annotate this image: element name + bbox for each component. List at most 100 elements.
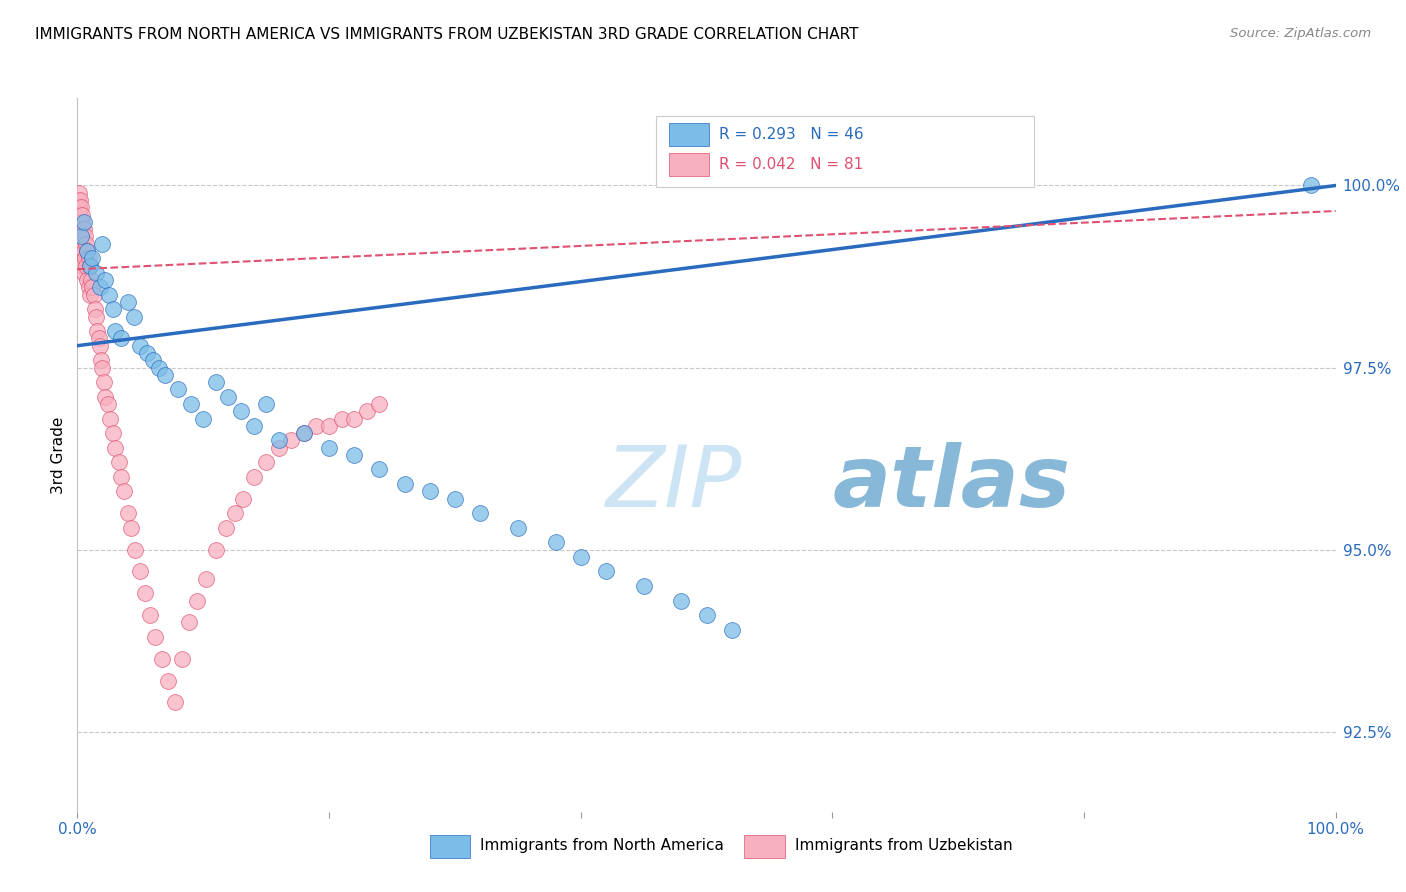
Point — [77, 252, 100, 266]
Point — [72, 266, 94, 280]
Point — [72, 208, 94, 222]
Point — [69, 193, 91, 207]
Point — [368, 397, 391, 411]
Point — [80, 273, 103, 287]
Point — [444, 491, 467, 506]
Point — [67, 208, 90, 222]
Point — [70, 252, 93, 266]
Point — [70, 236, 93, 251]
Point — [267, 441, 290, 455]
Point — [595, 565, 617, 579]
Point — [66, 193, 89, 207]
Text: Immigrants from North America: Immigrants from North America — [479, 838, 724, 854]
Point — [229, 404, 252, 418]
Point — [194, 572, 217, 586]
Point — [89, 280, 111, 294]
Point — [67, 200, 90, 214]
Point — [84, 302, 107, 317]
Point — [76, 244, 98, 258]
Point — [77, 280, 100, 294]
Point — [179, 615, 201, 630]
Point — [155, 368, 177, 382]
Point — [569, 549, 592, 564]
Point — [124, 542, 146, 557]
Point — [419, 484, 441, 499]
Point — [142, 353, 165, 368]
Point — [170, 652, 193, 666]
Point — [292, 426, 315, 441]
Point — [217, 390, 239, 404]
Bar — [430, 835, 470, 858]
Point — [506, 521, 529, 535]
Point — [91, 360, 114, 375]
Point — [242, 469, 264, 483]
Point — [120, 521, 142, 535]
Point — [104, 324, 127, 338]
Point — [167, 383, 190, 397]
Point — [186, 593, 208, 607]
Point — [318, 441, 340, 455]
Point — [72, 244, 94, 258]
Point — [633, 579, 655, 593]
Point — [97, 287, 120, 301]
Point — [544, 535, 567, 549]
Point — [254, 455, 277, 469]
Point — [70, 222, 93, 236]
Point — [343, 448, 366, 462]
Point — [75, 236, 97, 251]
Point — [305, 418, 328, 433]
Point — [156, 673, 179, 688]
Point — [73, 252, 96, 266]
Point — [67, 222, 90, 236]
Point — [69, 229, 91, 244]
Point — [72, 229, 94, 244]
Point — [101, 302, 124, 317]
Point — [76, 273, 98, 287]
Point — [122, 310, 145, 324]
Point — [468, 506, 491, 520]
Point — [76, 244, 98, 258]
Point — [139, 608, 162, 623]
Point — [86, 324, 108, 338]
Point — [87, 331, 110, 345]
Point — [93, 375, 115, 389]
Point — [79, 259, 101, 273]
Point — [143, 630, 166, 644]
Point — [67, 229, 90, 244]
Text: ZIP: ZIP — [606, 442, 742, 525]
Point — [129, 339, 152, 353]
Point — [69, 215, 91, 229]
Point — [69, 208, 91, 222]
Bar — [669, 153, 709, 176]
Text: R = 0.293   N = 46: R = 0.293 N = 46 — [718, 127, 863, 142]
Point — [72, 259, 94, 273]
Point — [129, 565, 152, 579]
Point — [696, 608, 718, 623]
Point — [96, 397, 118, 411]
Point — [394, 477, 416, 491]
Text: R = 0.042   N = 81: R = 0.042 N = 81 — [718, 157, 863, 172]
Point — [79, 259, 101, 273]
Point — [82, 280, 104, 294]
Point — [79, 287, 101, 301]
Point — [91, 236, 114, 251]
Point — [191, 411, 215, 425]
Point — [70, 229, 93, 244]
Point — [98, 411, 121, 425]
Bar — [657, 116, 1033, 187]
Point — [254, 397, 277, 411]
Text: IMMIGRANTS FROM NORTH AMERICA VS IMMIGRANTS FROM UZBEKISTAN 3RD GRADE CORRELATIO: IMMIGRANTS FROM NORTH AMERICA VS IMMIGRA… — [35, 27, 859, 42]
Point — [224, 506, 246, 520]
Text: atlas: atlas — [832, 442, 1070, 525]
Point — [368, 462, 391, 476]
Point — [84, 266, 107, 280]
Bar — [669, 123, 709, 146]
Point — [117, 506, 139, 520]
Point — [73, 229, 96, 244]
Point — [267, 434, 290, 448]
Point — [84, 310, 107, 324]
Point — [330, 411, 353, 425]
Point — [66, 215, 89, 229]
Point — [108, 455, 131, 469]
Point — [112, 484, 135, 499]
